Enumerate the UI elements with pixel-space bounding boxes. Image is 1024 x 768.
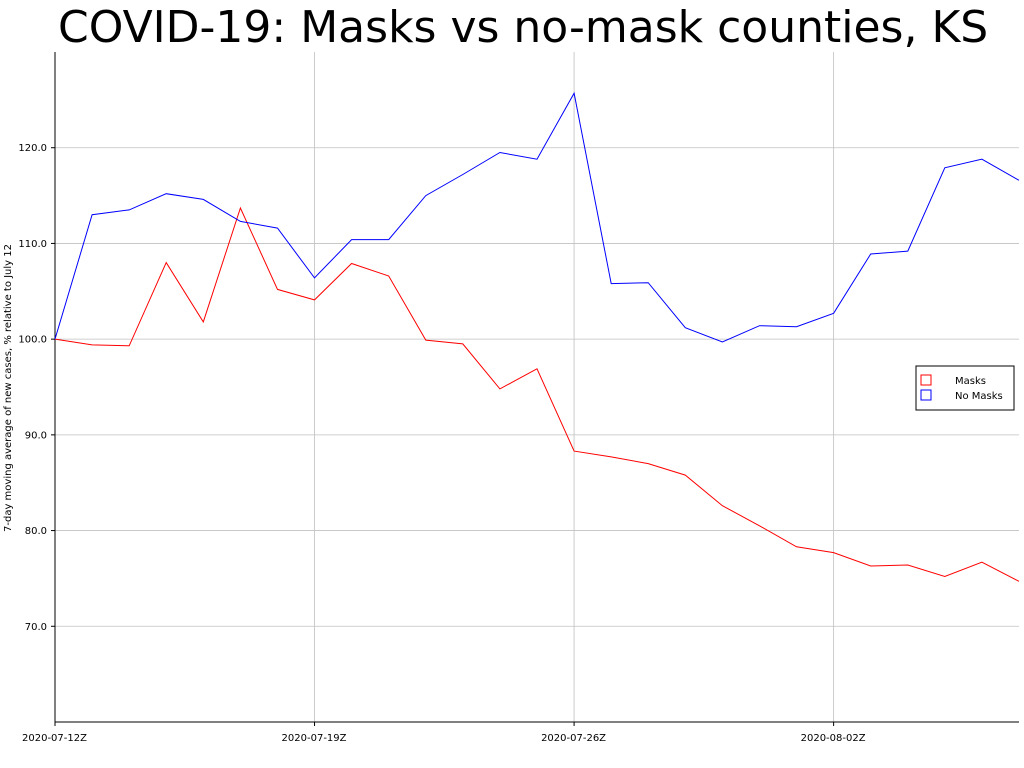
x-tick-label: 2020-07-12Z — [22, 733, 87, 744]
series-lines — [54, 91, 1020, 582]
x-tick-label: 2020-07-26Z — [541, 733, 606, 744]
grid-lines — [55, 52, 1019, 722]
legend-label: Masks — [955, 376, 986, 387]
y-axis-label: 7-day moving average of new cases, % rel… — [3, 244, 14, 532]
y-tick-label: 100.0 — [18, 335, 47, 346]
legend[interactable]: Masks No Masks — [915, 365, 1015, 411]
x-tick-label: 2020-08-02Z — [801, 733, 866, 744]
legend-swatch — [920, 389, 932, 401]
legend-box — [915, 365, 1015, 411]
legend-label: No Masks — [955, 391, 1003, 402]
y-tick-label: 110.0 — [18, 239, 47, 250]
axes — [54, 52, 1019, 723]
y-tick-label: 90.0 — [25, 430, 47, 441]
series-line-no-masks — [54, 91, 1020, 343]
x-tick-label: 2020-07-19Z — [282, 733, 347, 744]
y-tick-label: 70.0 — [25, 622, 47, 633]
x-axis-ticks: 2020-07-12Z 2020-07-19Z 2020-07-26Z 2020-08… — [22, 722, 866, 744]
series-line-masks — [54, 206, 1020, 582]
chart-title: COVID-19: Masks vs no-mask counties, KS — [58, 2, 989, 53]
y-tick-label: 80.0 — [25, 526, 47, 537]
y-tick-label: 120.0 — [18, 143, 47, 154]
legend-swatch — [920, 374, 932, 386]
y-axis-ticks: 70.0 80.0 90.0 100.0 110.0 120.0 — [18, 143, 55, 633]
